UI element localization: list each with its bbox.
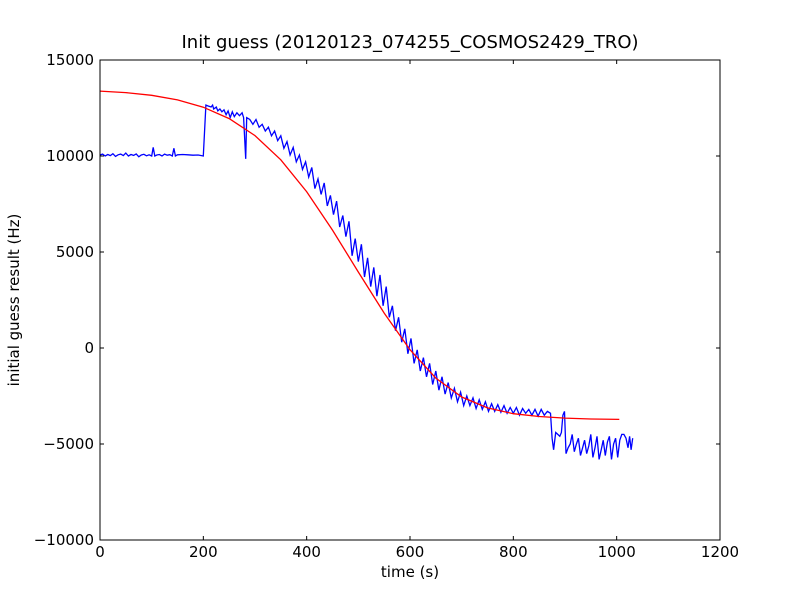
series-layer	[100, 90, 634, 460]
chart-title: Init guess (20120123_074255_COSMOS2429_T…	[181, 32, 638, 53]
x-axis-label: time (s)	[381, 563, 439, 581]
x-tick-label: 0	[95, 543, 105, 561]
series-line-0	[100, 103, 634, 460]
plot-frame	[99, 59, 721, 541]
x-tick-label: 1000	[598, 543, 636, 561]
x-tick-label: 1200	[701, 543, 739, 561]
x-tick-label: 800	[499, 543, 528, 561]
y-tick-label: 0	[84, 339, 94, 357]
y-tick-label: 15000	[46, 51, 94, 69]
y-tick-label: −5000	[43, 435, 94, 453]
y-tick-label: 10000	[46, 147, 94, 165]
ticks-layer: 0 200 400 600 800 1000 1200 −10000 −5000 0 5000 100…	[34, 51, 739, 561]
series-line-1	[100, 90, 620, 421]
y-axis-label: initial guess result (Hz)	[5, 214, 23, 387]
x-tick-label: 400	[292, 543, 321, 561]
y-tick-label: −10000	[34, 531, 94, 549]
x-tick-label: 600	[396, 543, 425, 561]
x-tick-label: 200	[189, 543, 218, 561]
y-tick-label: 5000	[56, 243, 94, 261]
